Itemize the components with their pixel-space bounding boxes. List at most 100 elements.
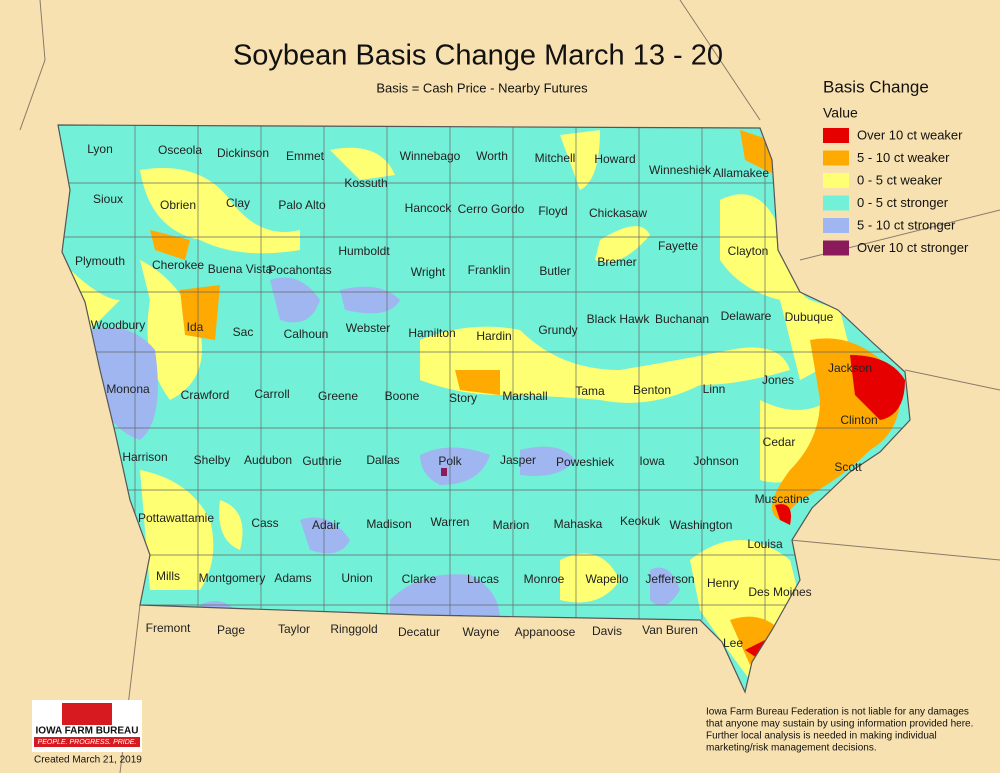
region — [270, 277, 320, 323]
county-label: Cass — [251, 516, 278, 530]
county-label: Mills — [156, 569, 180, 583]
region — [390, 574, 500, 620]
county-label: Jones — [762, 373, 794, 387]
county-label: Monroe — [524, 572, 565, 586]
region — [520, 446, 575, 476]
county-label: Carroll — [254, 387, 289, 401]
legend-label: Over 10 ct weaker — [857, 127, 963, 142]
county-label: Worth — [476, 149, 508, 163]
county-label: Dubuque — [785, 310, 834, 324]
county-label: Keokuk — [620, 514, 661, 528]
county-label: Greene — [318, 389, 358, 403]
county-label: Woodbury — [91, 318, 145, 332]
county-label: Van Buren — [642, 623, 698, 637]
county-label: Bremer — [597, 255, 636, 269]
state-borders — [19, 0, 1000, 773]
county-label: Adair — [312, 518, 340, 532]
county-label: Benton — [633, 383, 671, 397]
region — [441, 468, 447, 476]
region — [455, 370, 500, 395]
county-label: Butler — [539, 264, 570, 278]
county-lines — [58, 125, 910, 620]
county-label: Calhoun — [284, 327, 329, 341]
logo-name: IOWA FARM BUREAU — [36, 726, 139, 737]
county-label: Iowa — [639, 454, 665, 468]
region — [330, 147, 395, 180]
county-label: Tama — [575, 384, 605, 398]
county-label: Taylor — [278, 622, 310, 636]
county-label: Warren — [431, 515, 470, 529]
legend-label: 0 - 5 ct weaker — [857, 172, 943, 187]
county-label: Marshall — [502, 389, 547, 403]
county-label: Delaware — [721, 309, 772, 323]
county-label: Johnson — [693, 454, 738, 468]
disclaimer-line: that anyone may sustain by using informa… — [706, 719, 973, 730]
county-label: Wayne — [463, 625, 500, 639]
county-label: Obrien — [160, 198, 196, 212]
region — [140, 470, 214, 590]
region — [775, 504, 791, 525]
region — [650, 567, 680, 606]
county-label: Chickasaw — [589, 206, 647, 220]
county-label: Crawford — [181, 388, 230, 402]
region — [219, 500, 243, 550]
county-label: Wapello — [586, 572, 629, 586]
county-label: Hancock — [405, 201, 453, 215]
county-label: Lucas — [467, 572, 499, 586]
county-label: Montgomery — [199, 571, 266, 585]
region — [730, 616, 780, 665]
county-label: Osceola — [158, 143, 202, 157]
county-label: Sioux — [93, 192, 123, 206]
county-label: Ida — [187, 320, 204, 334]
legend-label: 5 - 10 ct stronger — [857, 217, 956, 232]
county-label: Floyd — [538, 204, 567, 218]
region — [340, 286, 400, 314]
county-label: Davis — [592, 624, 622, 638]
county-label: Jefferson — [645, 572, 694, 586]
region — [720, 194, 850, 380]
legend-swatch — [823, 173, 849, 188]
county-label: Emmet — [286, 149, 325, 163]
county-label: Grundy — [538, 323, 577, 337]
county-label: Jackson — [828, 361, 872, 375]
created-date: Created March 21, 2019 — [34, 755, 142, 766]
map-title: Soybean Basis Change March 13 - 20 — [233, 40, 723, 72]
county-label: Allamakee — [713, 166, 769, 180]
county-label: Mitchell — [535, 151, 576, 165]
legend-label: 0 - 5 ct stronger — [857, 195, 949, 210]
county-label: Black Hawk — [587, 312, 651, 326]
legend-swatch — [823, 150, 849, 166]
county-label: Boone — [385, 389, 420, 403]
county-label: Madison — [366, 517, 411, 531]
county-label: Dallas — [366, 453, 399, 467]
county-label: Monona — [106, 382, 150, 396]
county-label: Winnebago — [400, 149, 461, 163]
legend-swatch — [823, 218, 849, 233]
county-label: Clay — [226, 196, 250, 210]
county-label: Fayette — [658, 239, 698, 253]
county-label: Decatur — [398, 625, 440, 639]
county-label: Lee — [723, 636, 743, 650]
region — [560, 553, 620, 603]
county-label: Howard — [594, 152, 635, 166]
legend-label: Over 10 ct stronger — [857, 240, 969, 255]
logo-band — [34, 737, 140, 747]
logo-mark — [62, 703, 112, 725]
county-label: Shelby — [194, 453, 231, 467]
county-label: Franklin — [468, 263, 511, 277]
county-label: Humboldt — [338, 244, 390, 258]
county-label: Scott — [834, 460, 862, 474]
legend-label: 5 - 10 ct weaker — [857, 150, 950, 165]
region — [140, 168, 300, 254]
county-label: Kossuth — [344, 176, 387, 190]
county-label: Ringgold — [330, 622, 377, 636]
county-label: Hardin — [476, 329, 511, 343]
map-subtitle: Basis = Cash Price - Nearby Futures — [376, 80, 588, 95]
county-label: Webster — [346, 321, 390, 335]
county-label: Page — [217, 623, 245, 637]
county-label: Louisa — [747, 537, 783, 551]
legend-swatch — [823, 240, 849, 256]
county-label: Henry — [707, 576, 739, 590]
region — [420, 326, 790, 403]
